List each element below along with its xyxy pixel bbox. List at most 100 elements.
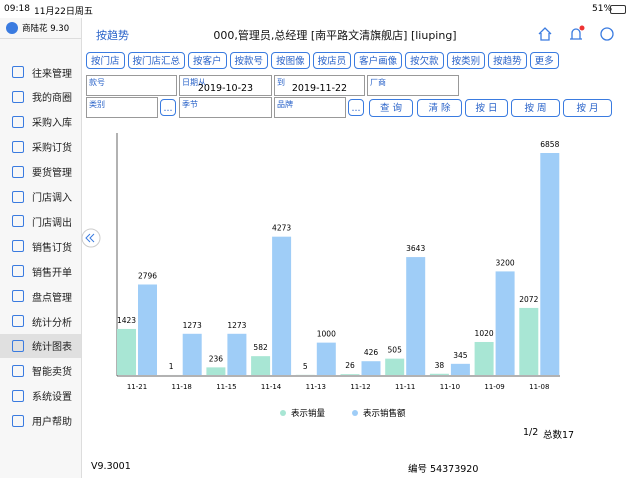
field-value: 2019-11-22 [291,83,348,94]
picker-button[interactable]: ... [160,99,176,116]
action-button[interactable]: 按 日 [465,99,508,117]
bar [182,333,202,375]
bar [138,284,157,375]
action-button[interactable]: 清 除 [417,99,462,117]
menu-item[interactable]: 系统设置 [0,384,81,408]
menu-label: 销售订货 [32,242,72,254]
field-label: 厂商 [370,78,386,87]
settings-icon[interactable] [600,27,614,41]
menu-icon [12,165,24,178]
status-bar: 09:18 11月22日周五 51% [0,0,633,18]
date: 11月22日周五 [34,7,93,17]
x-tick-label: 11-11 [395,383,415,391]
tab-button[interactable]: 更多 [529,52,559,69]
action-button[interactable]: 按 月 [563,99,612,117]
x-tick-label: 11-10 [440,383,460,391]
field[interactable]: 款号 [86,75,177,96]
menu-item[interactable]: 盘点管理 [0,284,81,308]
action-button[interactable]: 查 询 [369,99,413,117]
x-tick-label: 11-09 [484,383,504,391]
tab-button[interactable]: 按门店 [86,52,125,69]
tab-button[interactable]: 按款号 [229,52,269,69]
menu-item[interactable]: 要货管理 [0,160,81,184]
tab-button[interactable]: 按图像 [271,52,310,69]
field[interactable]: 品牌 [274,97,346,118]
menu-label: 采购订货 [32,143,72,155]
menu-label: 统计分析 [32,317,72,329]
field[interactable]: 日期从 2019-10-23 [179,75,272,96]
x-tick-label: 11-13 [306,383,326,391]
user: 商陆花 9.30 [0,18,81,39]
field-label: 到 [277,78,285,87]
menu-item[interactable]: 销售订货 [0,234,81,258]
tab-button[interactable]: 按店员 [312,52,352,69]
field-value: 2019-10-23 [197,83,254,94]
battery: 51% [592,4,613,14]
data-label: 5 [303,362,308,371]
bar [272,236,292,375]
data-label: 345 [453,351,468,360]
field-label: 日期从 [182,78,206,87]
menu-label: 系统设置 [32,392,72,404]
menu-label: 销售开单 [32,267,72,279]
tab-button[interactable]: 按趋势 [488,52,527,69]
tab-button[interactable]: 按类别 [446,52,486,69]
menu-item[interactable]: 统计分析 [0,309,81,333]
menu-item[interactable]: 采购入库 [0,110,81,134]
menu-item[interactable]: 我的商圈 [0,85,81,109]
bell-icon[interactable] [570,28,582,40]
action-button[interactable]: 按 周 [511,99,560,117]
x-tick-label: 11-15 [216,383,236,391]
field[interactable]: 厂商 [367,75,459,96]
menu-item[interactable]: 销售开单 [0,259,81,283]
field-label: 类别 [89,100,105,109]
collapse-button[interactable] [81,228,101,248]
bar [361,361,381,375]
x-tick-label: 11-08 [529,383,549,391]
sidebar: 商陆花 9.30 往来管理我的商圈采购入库采购订货要货管理门店调入门店调出销售订… [0,18,82,478]
time: 09:18 [4,4,30,14]
menu-icon [12,414,24,427]
bar [385,358,405,375]
data-label: 1 [169,362,174,371]
menu-item[interactable]: 采购订货 [0,135,81,159]
menu-item[interactable]: 门店调出 [0,209,81,233]
menu-item[interactable]: 门店调入 [0,185,81,209]
tab-button[interactable]: 客户画像 [354,52,403,69]
menu-item[interactable]: 往来管理 [0,60,81,84]
bar [251,356,271,375]
tab-button[interactable]: 按欠款 [405,52,444,69]
tab-button[interactable]: 按门店汇总 [127,52,186,69]
menu-item[interactable]: 智能卖货 [0,359,81,383]
data-label: 38 [435,361,445,370]
menu-item[interactable]: 用户帮助 [0,409,81,433]
tab-row: 按门店 按门店汇总 按客户 按款号 按图像 按店员 客户画像 按欠款 按类别 按趋势 更多 [86,52,559,69]
menu-icon [12,290,24,303]
menu-icon [12,140,24,153]
legend-label: 表示销量 [291,408,326,419]
back-button[interactable]: 按趋势 [96,29,129,42]
x-tick-label: 11-18 [172,383,192,391]
menu-label: 采购入库 [32,118,72,130]
collapse-icon [85,233,95,243]
field[interactable]: 季节 [179,97,272,118]
data-label: 26 [345,361,355,370]
tab-button[interactable]: 按客户 [188,52,227,69]
data-label: 2072 [519,295,538,304]
header-title: 000,管理员,总经理 [南平路文清旗舰店] [liuping] [213,29,457,42]
menu-icon [12,389,24,402]
user-name: 商陆花 9.30 [22,24,70,34]
battery-icon [610,5,626,14]
field[interactable]: 到 2019-11-22 [274,75,365,96]
field[interactable]: 类别 [86,97,158,118]
bar [495,271,515,375]
home-icon[interactable] [538,27,552,41]
legend-label: 表示销售额 [363,408,406,419]
picker-button[interactable]: ... [348,99,364,116]
menu-item[interactable]: 统计图表 [0,333,81,358]
data-label: 1020 [475,329,494,338]
x-tick-label: 11-21 [127,383,147,391]
menu-label: 我的商圈 [32,93,72,105]
data-label: 582 [253,343,268,352]
menu-label: 门店调入 [32,193,72,204]
